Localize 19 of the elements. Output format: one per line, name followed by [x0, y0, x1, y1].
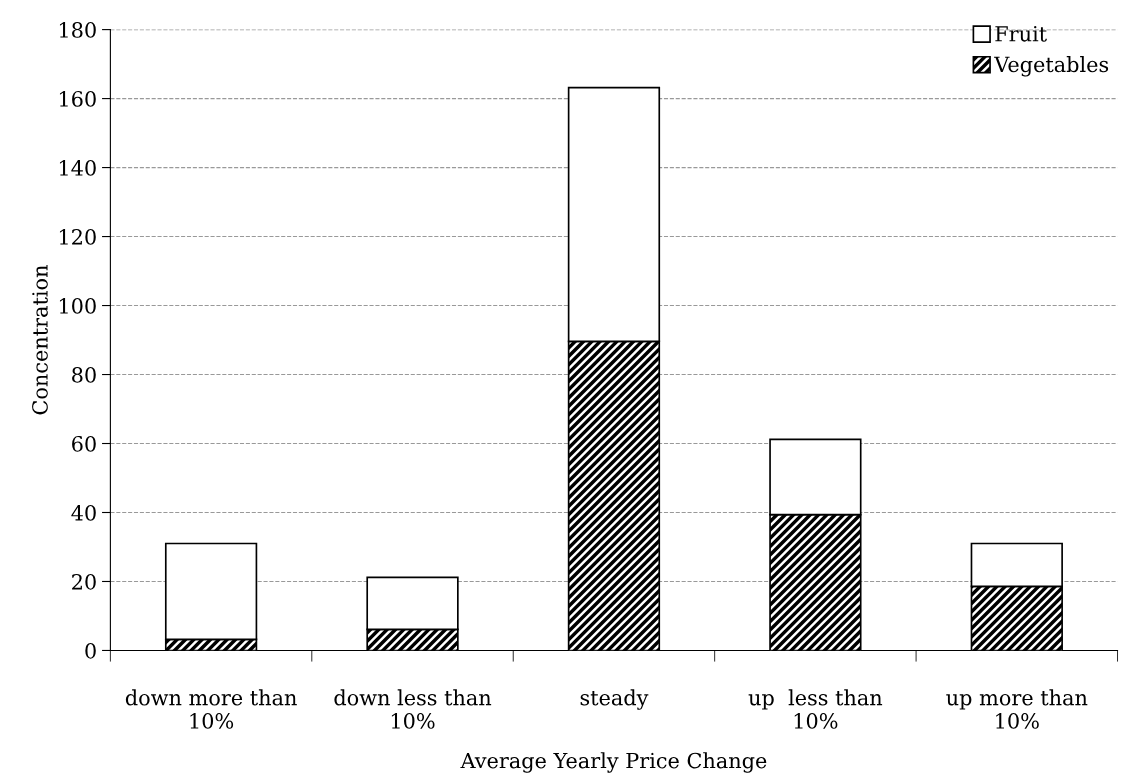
y-tick-label: 0 — [85, 642, 96, 659]
y-axis-title: Concentration — [32, 265, 48, 415]
y-tick-label: 80 — [72, 366, 96, 383]
x-tick-label: up less than 10% — [748, 689, 883, 729]
y-tick-label: 100 — [59, 297, 96, 314]
y-tick-label: 140 — [59, 160, 96, 176]
y-tick-label: 40 — [71, 504, 96, 521]
legend-label: Vegetables — [994, 56, 1109, 77]
x-tick-label: up more than 10% — [946, 689, 1088, 729]
x-tick-label: steady — [580, 689, 649, 710]
y-tick-label: 160 — [59, 91, 96, 107]
y-tick-label: 60 — [72, 435, 96, 452]
x-tick-label: down less than 10% — [334, 689, 492, 729]
y-tick-label: 180 — [59, 22, 96, 38]
y-tick-label: 120 — [59, 229, 96, 245]
x-axis-title: Average Yearly Price Change — [460, 752, 767, 773]
y-tick-label: 20 — [72, 573, 96, 590]
legend-label: Fruit — [995, 26, 1047, 42]
x-tick-label: down more than 10% — [125, 689, 297, 729]
